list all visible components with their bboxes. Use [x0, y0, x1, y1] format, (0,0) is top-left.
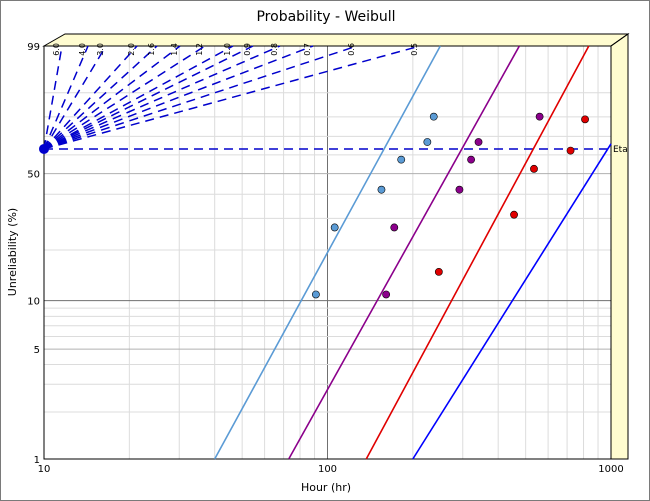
x-tick-label: 10: [38, 464, 51, 475]
data-point-series-2: [467, 155, 475, 164]
slope-label: 2.0: [127, 43, 136, 56]
slope-guide-line: [43, 45, 158, 150]
slope-guide-line: [43, 45, 358, 150]
data-point-series-3: [510, 210, 518, 219]
y-tick-label: 1: [34, 455, 40, 466]
slope-label: 0.7: [303, 43, 312, 56]
slope-label: 1.2: [195, 43, 204, 56]
data-point-series-1: [397, 155, 406, 164]
slope-guide-line: [43, 45, 254, 150]
data-point-series-1: [377, 185, 386, 194]
slope-guide-line: [43, 45, 89, 150]
y-tick-label: 5: [34, 345, 40, 356]
y-tick-label: 99: [27, 42, 40, 53]
y-axis-label: Unreliability (%): [6, 208, 19, 296]
slope-label: 1.0: [223, 43, 232, 56]
data-point-series-2: [390, 223, 399, 232]
data-point-series-3: [566, 146, 575, 155]
slope-guide-line: [43, 45, 63, 150]
side-panel: [42, 33, 630, 460]
data-point-series-2: [455, 185, 464, 194]
slope-guide-line: [43, 45, 138, 150]
slope-label: 1.4: [170, 43, 179, 56]
slope-label: 4.0: [78, 43, 87, 56]
slope-guide-line: [43, 45, 181, 150]
data-point-series-3: [530, 164, 538, 173]
eta-label: Eta: [613, 145, 628, 155]
data-point-series-1: [429, 112, 438, 121]
data-point-series-2: [474, 138, 483, 146]
slope-label: 0.6: [347, 43, 356, 56]
chart-title: Probability - Weibull: [256, 9, 395, 25]
data-point-series-3: [434, 267, 443, 276]
x-tick-label: 100: [318, 464, 337, 475]
data-point-series-1: [423, 138, 432, 146]
slope-guide-line: [43, 45, 234, 150]
y-tick-label: 10: [27, 297, 40, 308]
right-panel: [610, 33, 629, 460]
y-tick-label: 50: [27, 170, 40, 181]
fit-line-3: [365, 45, 590, 460]
data-point-series-2: [382, 290, 391, 299]
slope-guide-line: [43, 45, 206, 150]
data-points: [311, 112, 589, 299]
tick-labels: 10 100 1000 1 5 10 50 99: [27, 42, 623, 475]
slope-guide-line: [43, 45, 281, 150]
data-point-series-2: [535, 112, 544, 121]
pivot-point: [39, 143, 49, 154]
slope-label: 0.5: [410, 43, 419, 56]
slope-label: 1.6: [147, 43, 156, 56]
slope-guide-line: [43, 45, 421, 150]
slope-guide-line: [43, 45, 314, 150]
fit-line-4: [412, 143, 612, 460]
slope-label: 3.0: [96, 43, 105, 56]
fit-line-1: [213, 45, 442, 460]
slope-guide-line: [43, 45, 107, 150]
x-axis-label: Hour (hr): [301, 481, 351, 494]
slope-label: 0.9: [243, 43, 252, 56]
slope-guides: 6.0 4.0 3.0 2.0 1.6 1.4 1.2 1.0 0.9 0.8 0.7 0.6 0.5: [39, 43, 611, 154]
x-tick-label: 1000: [598, 464, 623, 475]
data-point-series-1: [311, 290, 320, 299]
data-point-series-3: [581, 115, 589, 124]
data-point-series-1: [330, 223, 339, 232]
fit-line-2: [288, 45, 521, 460]
slope-label: 0.8: [270, 43, 279, 56]
slope-label: 6.0: [52, 43, 61, 56]
panel-edge: [610, 33, 629, 47]
fit-lines: [213, 45, 612, 460]
